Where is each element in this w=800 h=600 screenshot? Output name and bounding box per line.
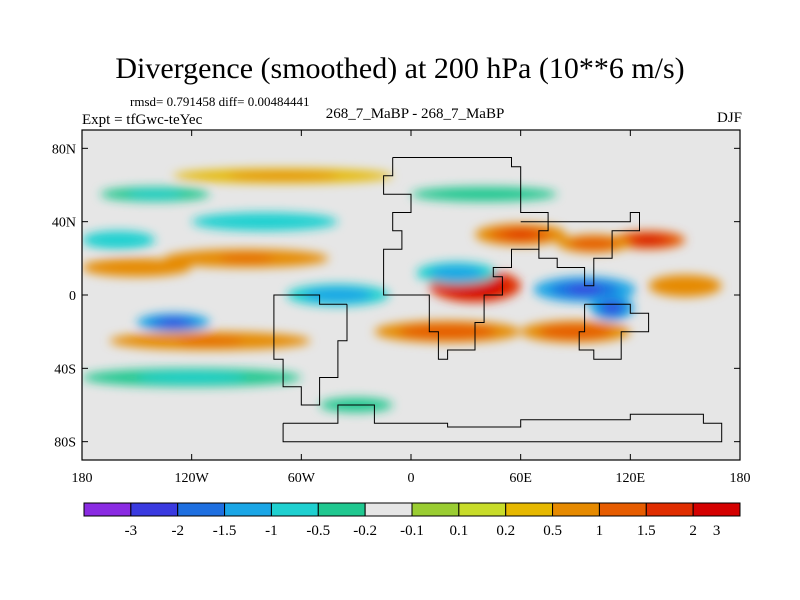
x-tick-label: 0 — [408, 471, 415, 486]
colorbar-label: -1 — [265, 523, 278, 539]
divergence-cell — [100, 235, 137, 245]
divergence-cell — [228, 172, 338, 180]
divergence-cell — [666, 280, 704, 292]
x-tick-label: 120E — [616, 471, 646, 486]
divergence-cell — [567, 285, 602, 294]
divergence-cell — [219, 255, 274, 262]
colorbar-swatch — [552, 502, 600, 517]
y-tick-label: 0 — [69, 289, 76, 304]
y-tick-label: 40N — [52, 216, 76, 231]
colorbar-label: 1.5 — [637, 523, 656, 539]
colorbar-swatch — [317, 502, 366, 517]
colorbar-swatch — [598, 502, 647, 517]
colorbar-label: -0.1 — [400, 523, 424, 539]
divergence-cell — [161, 319, 186, 326]
divergence-cell — [228, 217, 302, 227]
colorbar-label: -3 — [125, 523, 138, 539]
experiment-label: Expt = tfGwc-teYec — [82, 112, 203, 128]
divergence-cell — [636, 236, 661, 244]
colorbar-label: -2 — [171, 523, 184, 539]
y-tick-label: 80S — [54, 436, 76, 451]
divergence-cell — [118, 264, 156, 271]
divergence-cell — [423, 328, 472, 336]
colorbar-swatch — [411, 502, 460, 517]
colorbar-swatch — [645, 502, 694, 517]
divergence-cell — [604, 303, 620, 313]
y-tick-label: 80N — [52, 142, 76, 157]
colorbar-label: 0.5 — [543, 523, 562, 539]
colorbar-label: 2 — [689, 523, 697, 539]
x-tick-label: 60E — [509, 471, 532, 486]
x-tick-label: 60W — [288, 471, 316, 486]
colorbar-swatch — [270, 502, 319, 517]
divergence-cell — [505, 230, 536, 239]
x-tick-label: 180 — [72, 471, 93, 486]
season-label: DJF — [716, 110, 742, 126]
colorbar-swatch — [177, 502, 226, 517]
colorbar-label: -0.5 — [306, 523, 330, 539]
coastline — [578, 303, 650, 360]
colorbar-swatch — [364, 502, 413, 517]
divergence-cell — [176, 337, 244, 344]
divergence-cell — [557, 328, 594, 336]
rmsd-diff-stats: rmsd= 0.791458 diff= 0.00484441 — [130, 94, 310, 109]
x-tick-label: 120W — [175, 471, 210, 486]
colorbar-swatch — [83, 502, 132, 517]
comparison-label: 268_7_MaBP - 268_7_MaBP — [325, 106, 505, 122]
colorbar-label: 3 — [713, 523, 721, 539]
coastline — [273, 294, 348, 406]
colorbar-swatch — [224, 502, 272, 517]
divergence-cell — [136, 372, 247, 383]
coastline — [282, 404, 723, 443]
colorbar-label: -0.2 — [353, 523, 377, 539]
colorbar-swatch — [505, 502, 554, 517]
divergence-cell — [320, 291, 355, 299]
chart-title: Divergence (smoothed) at 200 hPa (10**6 … — [115, 52, 685, 85]
colorbar-swatch — [458, 502, 507, 517]
divergence-cell — [447, 190, 521, 198]
coastline — [383, 157, 549, 360]
coastline — [520, 212, 640, 287]
y-tick-label: 40S — [54, 362, 76, 377]
colorbar-label: 1 — [596, 523, 604, 539]
x-tick-label: 180 — [730, 471, 751, 486]
colorbar-swatch — [692, 502, 741, 517]
divergence-cell — [443, 269, 471, 277]
colorbar-label: 0.2 — [496, 523, 515, 539]
colorbar-swatch — [130, 502, 179, 517]
colorbar-label: 0.1 — [449, 523, 468, 539]
divergence-cell — [127, 190, 183, 198]
colorbar-label: -1.5 — [213, 523, 237, 539]
divergence-cell — [581, 240, 606, 247]
